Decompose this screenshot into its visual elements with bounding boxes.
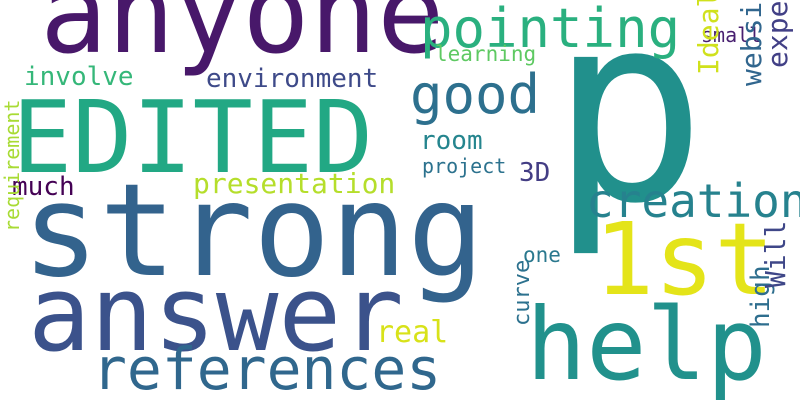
word-references: references	[92, 335, 442, 400]
word-p: p	[550, 0, 707, 261]
word-help: help	[526, 286, 767, 400]
word-answer: answer	[28, 253, 404, 375]
word-strong: strong	[22, 157, 485, 306]
word-good: good	[410, 63, 541, 126]
word-edited: EDITED	[12, 79, 374, 196]
word-presentation: presentation	[193, 167, 396, 200]
word-one: one	[523, 243, 561, 267]
word-small: small	[701, 23, 762, 47]
word-3d: 3D	[519, 158, 551, 188]
word-creation: creation	[586, 174, 800, 228]
word-project: project	[422, 154, 507, 178]
word-pointing: pointing	[420, 0, 681, 60]
word-room: room	[420, 126, 483, 156]
word-involve: involve	[24, 62, 134, 92]
word-learning: learning	[435, 42, 537, 66]
word-ideally: Ideally	[692, 0, 725, 75]
word-expense: expense	[761, 0, 794, 68]
word-will: Will	[759, 220, 792, 288]
word-curve: curve	[510, 259, 535, 326]
word-anyone: anyone	[40, 0, 445, 79]
word-real: real	[376, 315, 449, 350]
word-1st: 1st	[594, 201, 775, 318]
word-environment: environment	[206, 64, 379, 94]
word-much: much	[12, 172, 75, 202]
word-requirement: requirement	[0, 99, 24, 232]
